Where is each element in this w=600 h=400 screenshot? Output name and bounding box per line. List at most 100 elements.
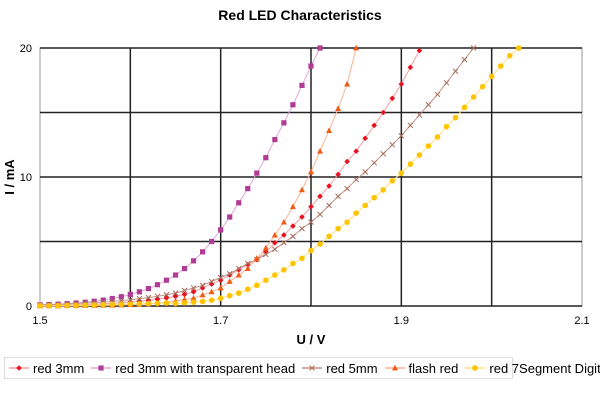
data-point: [299, 225, 305, 232]
data-point: [461, 56, 468, 63]
data-point: [172, 300, 179, 307]
data-point: [362, 135, 368, 142]
data-point: [272, 136, 278, 143]
data-point: [46, 302, 52, 309]
data-point: [488, 73, 495, 80]
data-point: [326, 183, 332, 189]
data-point: [416, 112, 423, 118]
data-point: [37, 302, 43, 309]
data-point: [127, 296, 134, 303]
x-axis-label: U / V: [297, 332, 326, 347]
data-point: [344, 158, 350, 165]
data-point: [362, 168, 369, 175]
legend-item: flash red: [384, 361, 458, 376]
data-point: [308, 203, 314, 210]
data-point: [353, 44, 360, 51]
data-point: [208, 297, 215, 303]
data-point: [263, 277, 269, 284]
x-tick-label: 2.1: [574, 315, 589, 327]
data-point: [281, 120, 287, 126]
data-point: [416, 152, 423, 158]
data-point: [181, 287, 188, 294]
data-point: [199, 291, 206, 298]
data-point: [344, 185, 350, 192]
data-point: [244, 286, 251, 293]
legend-label: red 7Segment Digit: [489, 360, 600, 376]
data-point: [154, 282, 161, 288]
data-point: [245, 186, 251, 192]
data-point: [163, 277, 170, 283]
data-point: [154, 293, 161, 300]
data-point: [389, 178, 396, 184]
legend-item: red 3mm: [8, 361, 84, 376]
data-point: [82, 302, 88, 309]
data-point: [389, 95, 396, 102]
data-point: [235, 267, 242, 273]
data-point: [254, 170, 260, 176]
data-point: [344, 80, 351, 87]
data-point: [515, 45, 522, 51]
data-point: [109, 295, 115, 302]
legend-item: red 5mm: [301, 360, 378, 376]
data-point: [290, 233, 296, 240]
data-point: [281, 239, 287, 246]
data-point: [136, 295, 143, 302]
data-point: [281, 232, 287, 238]
data-point: [308, 63, 314, 69]
data-point: [335, 105, 342, 112]
legend-label: red 5mm: [326, 360, 378, 376]
data-point: [290, 102, 296, 108]
data-point: [398, 170, 405, 176]
y-axis-label: I / mA: [2, 159, 17, 195]
data-point: [353, 210, 359, 216]
data-point: [371, 159, 378, 166]
data-point: [497, 63, 504, 69]
data-point: [235, 271, 242, 278]
series-red-7segment-digit: [37, 45, 522, 309]
data-point: [154, 300, 161, 307]
data-point: [181, 265, 188, 272]
data-point: [109, 301, 116, 308]
data-point: [163, 300, 170, 306]
legend-swatch: [302, 365, 323, 371]
data-point: [317, 241, 323, 247]
data-point: [100, 302, 107, 308]
data-point: [380, 150, 387, 157]
data-point: [335, 193, 341, 200]
data-point: [145, 300, 152, 307]
data-point: [353, 148, 359, 154]
data-point: [118, 294, 124, 300]
data-point: [308, 168, 314, 175]
data-point: [416, 47, 423, 54]
data-point: [91, 302, 97, 308]
data-point: [55, 302, 61, 309]
data-point: [298, 186, 305, 193]
data-point: [389, 141, 396, 148]
data-point: [299, 255, 305, 262]
data-point: [317, 193, 323, 200]
data-point: [289, 203, 296, 210]
data-point: [326, 127, 333, 133]
data-point: [271, 231, 278, 238]
data-point: [172, 272, 179, 278]
data-point: [145, 294, 152, 301]
data-point: [73, 302, 79, 309]
legend-marker: [391, 364, 398, 371]
data-point: [353, 176, 360, 183]
data-point: [470, 45, 477, 51]
data-point: [82, 299, 88, 305]
data-point: [470, 94, 477, 100]
data-point: [262, 251, 269, 258]
data-point: [190, 285, 197, 291]
data-point: [172, 290, 179, 296]
legend-marker: [472, 365, 479, 371]
data-point: [407, 161, 414, 167]
data-point: [308, 247, 314, 254]
chart-title: Red LED Characteristics: [218, 7, 382, 23]
data-point: [280, 218, 287, 225]
data-point: [263, 155, 269, 161]
legend-marker: [98, 365, 104, 371]
data-point: [506, 52, 513, 59]
data-point: [244, 265, 251, 271]
legend-item: red 3mm with transparent head: [90, 361, 295, 376]
